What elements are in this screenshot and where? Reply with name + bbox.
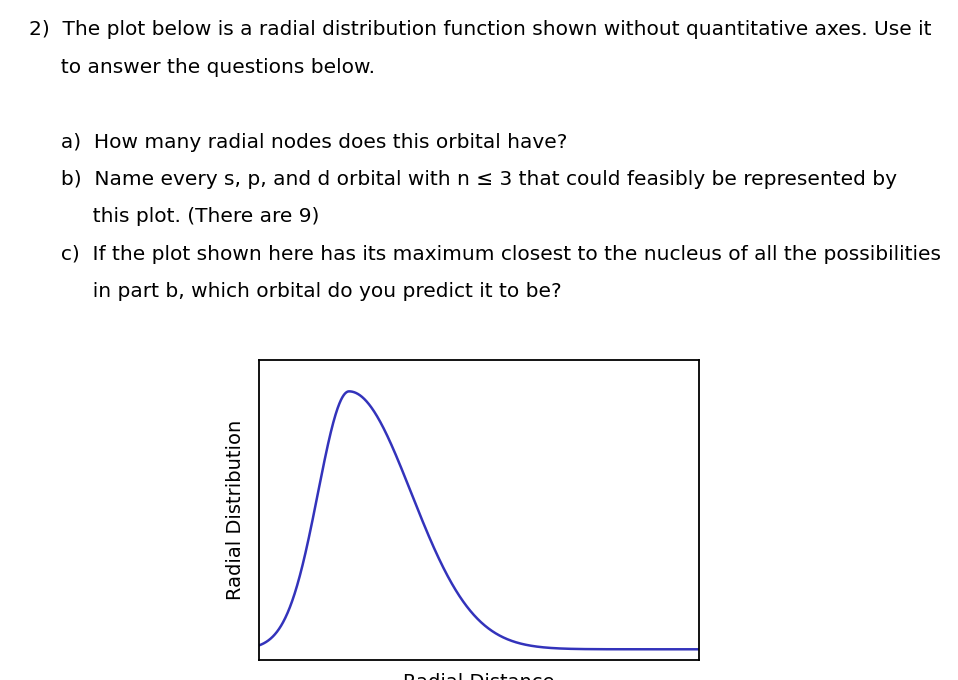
Text: a)  How many radial nodes does this orbital have?: a) How many radial nodes does this orbit… <box>29 133 567 152</box>
Text: 2)  The plot below is a radial distribution function shown without quantitative : 2) The plot below is a radial distributi… <box>29 20 931 39</box>
Y-axis label: Radial Distribution: Radial Distribution <box>226 420 245 600</box>
Text: in part b, which orbital do you predict it to be?: in part b, which orbital do you predict … <box>29 282 561 301</box>
Text: b)  Name every s, p, and d orbital with n ≤ 3 that could feasibly be represented: b) Name every s, p, and d orbital with n… <box>29 170 897 189</box>
Text: c)  If the plot shown here has its maximum closest to the nucleus of all the pos: c) If the plot shown here has its maximu… <box>29 245 941 264</box>
X-axis label: Radial Distance: Radial Distance <box>403 673 555 680</box>
Text: this plot. (There are 9): this plot. (There are 9) <box>29 207 319 226</box>
Text: to answer the questions below.: to answer the questions below. <box>29 58 375 77</box>
